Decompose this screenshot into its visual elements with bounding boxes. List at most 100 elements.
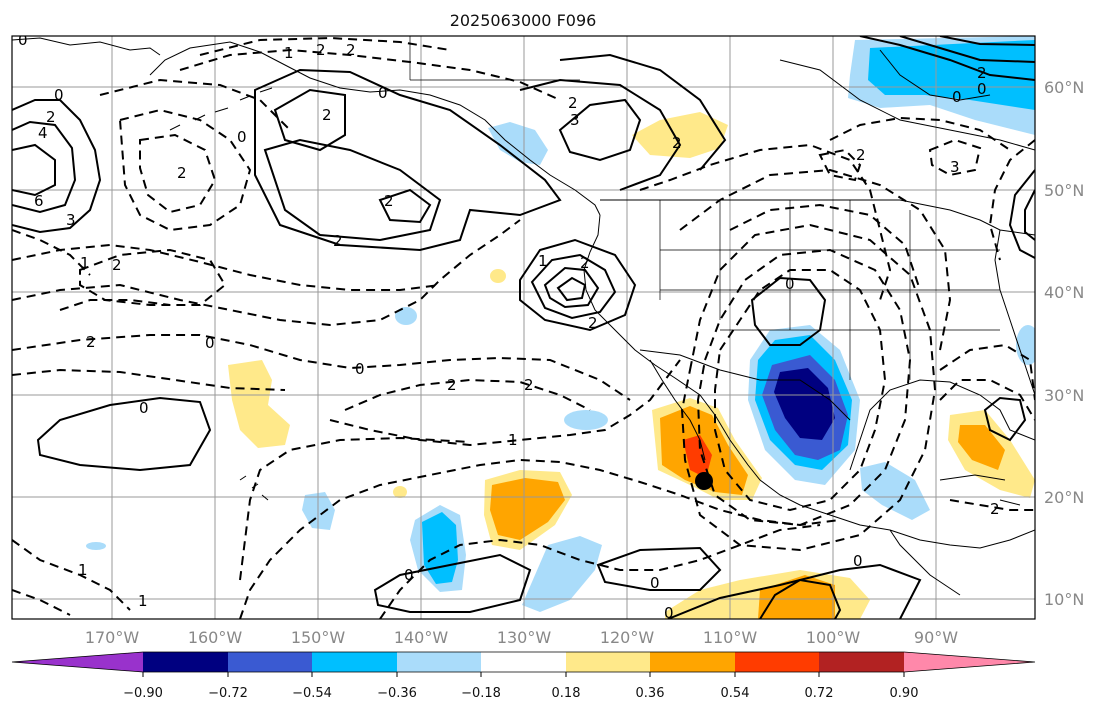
us-canada-border bbox=[600, 199, 1035, 236]
contour-label: 0 bbox=[18, 31, 28, 49]
shade-pos-east-core bbox=[958, 425, 1005, 470]
contour-label: 2 bbox=[346, 41, 356, 59]
contour-zero-west bbox=[36, 396, 212, 472]
contour-label: 2 bbox=[580, 254, 590, 272]
contour-cutoff-2 bbox=[530, 253, 617, 320]
shade-pos-bc bbox=[632, 112, 728, 158]
contour-label: 4 bbox=[38, 124, 48, 142]
shaded-anomalies bbox=[86, 36, 1035, 619]
dash-east-3 bbox=[949, 499, 1035, 511]
russia-coast bbox=[12, 37, 161, 56]
contour-label: 0 bbox=[785, 275, 795, 293]
contour-label: 0 bbox=[404, 566, 414, 584]
lon-label: 130°W bbox=[497, 628, 552, 647]
gridlines bbox=[12, 36, 1035, 619]
shade-neg-mid bbox=[564, 410, 608, 430]
shade-neg-tiny-a bbox=[86, 542, 106, 550]
contour-zero-south-4 bbox=[759, 578, 842, 619]
lon-label: 110°W bbox=[703, 628, 758, 647]
colorbar-seg-7 bbox=[650, 652, 735, 672]
contour-label: 0 bbox=[952, 88, 962, 106]
dash-3 bbox=[12, 334, 631, 401]
lon-label: 160°W bbox=[188, 628, 243, 647]
contour-ne-high-3 bbox=[939, 36, 1035, 46]
shade-neg-panhandle bbox=[488, 122, 548, 165]
dash-eastpac bbox=[639, 143, 892, 301]
shade-neg-mexico-core bbox=[774, 368, 835, 440]
contour-label: 0 bbox=[977, 80, 987, 98]
contour-label: 2 bbox=[524, 376, 534, 394]
contour-east-low-2 bbox=[1024, 189, 1035, 241]
lat-label: 30°N bbox=[1044, 386, 1084, 405]
contour-label: 3 bbox=[66, 211, 76, 229]
contour-label: 0 bbox=[139, 399, 149, 417]
contour-label: 2 bbox=[990, 500, 1000, 518]
contour-label: 0 bbox=[853, 552, 863, 570]
contour-label: 2 bbox=[384, 192, 394, 210]
contour-zero-mexico bbox=[750, 276, 827, 346]
contour-label: 2 bbox=[856, 146, 866, 164]
dash-ne-2 bbox=[928, 138, 982, 177]
dash-mexico-1 bbox=[714, 269, 887, 512]
contour-label: 0 bbox=[378, 84, 388, 102]
contour-alaska-4 bbox=[263, 138, 442, 242]
lon-label: 120°W bbox=[600, 628, 655, 647]
contour-zero-south-1 bbox=[373, 553, 532, 613]
dash-mexico-3 bbox=[680, 223, 937, 552]
contour-label: 0 bbox=[650, 574, 660, 592]
dash-11 bbox=[379, 524, 821, 619]
colorbar-tick-label: −0.18 bbox=[461, 686, 501, 701]
contour-east-small bbox=[983, 396, 1027, 442]
dash-5 bbox=[329, 359, 681, 447]
contour-label: 3 bbox=[570, 111, 580, 129]
dash-east-2 bbox=[939, 379, 1035, 421]
lon-label: 140°W bbox=[394, 628, 449, 647]
contour-alaska-1 bbox=[254, 68, 562, 252]
contour-label: 2 bbox=[322, 106, 332, 124]
contour-low-west-1 bbox=[12, 99, 102, 234]
dash-4 bbox=[344, 378, 591, 411]
contour-cutoff-1 bbox=[519, 238, 637, 332]
contour-label: 2 bbox=[568, 94, 578, 112]
caribbean bbox=[939, 474, 1021, 506]
contour-label: 6 bbox=[34, 192, 44, 210]
contour-label: 2 bbox=[977, 64, 987, 82]
contour-alaska-3 bbox=[378, 188, 432, 224]
dash-mexico-2 bbox=[696, 248, 912, 527]
solid-contours bbox=[12, 36, 1035, 619]
contour-label: 0 bbox=[205, 334, 215, 352]
shade-pos-baja-core bbox=[683, 435, 712, 478]
latitude-labels: 60°N 50°N 40°N 30°N 20°N 10°N bbox=[1044, 78, 1084, 609]
dash-nw-2 bbox=[139, 133, 217, 214]
contour-cutoff-3 bbox=[543, 266, 600, 309]
us-mexico-border bbox=[639, 349, 851, 421]
shade-neg-tpac-east bbox=[522, 536, 602, 612]
lon-label: 90°W bbox=[914, 628, 958, 647]
colorbar-ticks bbox=[142, 672, 905, 677]
contour-label: 1 bbox=[80, 254, 90, 272]
contour-ridge-ne bbox=[558, 98, 642, 162]
dash-pac-loop bbox=[79, 248, 227, 306]
shade-pos-tiny bbox=[393, 486, 407, 498]
contour-label: 0 bbox=[355, 360, 365, 378]
dash-10 bbox=[239, 458, 841, 619]
colorbar-tick-label: −0.72 bbox=[208, 686, 248, 701]
dashed-contours bbox=[12, 36, 1035, 619]
lon-label: 170°W bbox=[85, 628, 140, 647]
contour-low-west-3 bbox=[12, 143, 56, 197]
dash-eastpac-2 bbox=[679, 168, 952, 351]
colorbar-seg-1 bbox=[143, 652, 228, 672]
dash-2 bbox=[12, 219, 521, 327]
dash-ak-outer bbox=[179, 48, 561, 101]
colorbar-seg-0 bbox=[12, 652, 143, 672]
contour-label: 1 bbox=[78, 561, 88, 579]
map-frame bbox=[11, 35, 1036, 620]
contour-cutoff-4 bbox=[556, 276, 587, 302]
contour-label: 2 bbox=[588, 314, 598, 332]
contour-east-low-1 bbox=[1008, 169, 1035, 259]
east-coast bbox=[994, 229, 1035, 396]
contour-label: 1 bbox=[508, 431, 518, 449]
central-america bbox=[889, 529, 961, 596]
colorbar-tick-label: −0.36 bbox=[377, 686, 417, 701]
